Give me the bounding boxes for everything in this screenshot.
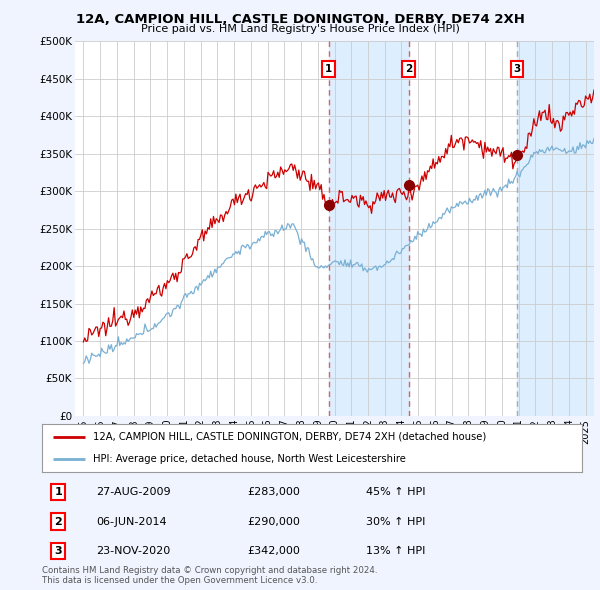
- Text: HPI: Average price, detached house, North West Leicestershire: HPI: Average price, detached house, Nort…: [94, 454, 406, 464]
- Text: 06-JUN-2014: 06-JUN-2014: [96, 516, 167, 526]
- Text: This data is licensed under the Open Government Licence v3.0.: This data is licensed under the Open Gov…: [42, 576, 317, 585]
- Text: 1: 1: [325, 64, 332, 74]
- Text: 3: 3: [514, 64, 521, 74]
- Text: 1: 1: [55, 487, 62, 497]
- Text: 30% ↑ HPI: 30% ↑ HPI: [366, 516, 425, 526]
- Text: £283,000: £283,000: [247, 487, 300, 497]
- Text: 23-NOV-2020: 23-NOV-2020: [96, 546, 170, 556]
- Text: 12A, CAMPION HILL, CASTLE DONINGTON, DERBY, DE74 2XH: 12A, CAMPION HILL, CASTLE DONINGTON, DER…: [76, 13, 524, 26]
- Text: 2: 2: [55, 516, 62, 526]
- Text: 12A, CAMPION HILL, CASTLE DONINGTON, DERBY, DE74 2XH (detached house): 12A, CAMPION HILL, CASTLE DONINGTON, DER…: [94, 432, 487, 442]
- Bar: [517, 41, 594, 416]
- Text: £290,000: £290,000: [247, 516, 300, 526]
- Bar: [329, 41, 409, 416]
- Text: Contains HM Land Registry data © Crown copyright and database right 2024.: Contains HM Land Registry data © Crown c…: [42, 566, 377, 575]
- Text: Price paid vs. HM Land Registry's House Price Index (HPI): Price paid vs. HM Land Registry's House …: [140, 24, 460, 34]
- Text: 13% ↑ HPI: 13% ↑ HPI: [366, 546, 425, 556]
- Text: 2: 2: [405, 64, 412, 74]
- Text: 27-AUG-2009: 27-AUG-2009: [96, 487, 170, 497]
- Text: £342,000: £342,000: [247, 546, 300, 556]
- Text: 3: 3: [55, 546, 62, 556]
- Text: 45% ↑ HPI: 45% ↑ HPI: [366, 487, 425, 497]
